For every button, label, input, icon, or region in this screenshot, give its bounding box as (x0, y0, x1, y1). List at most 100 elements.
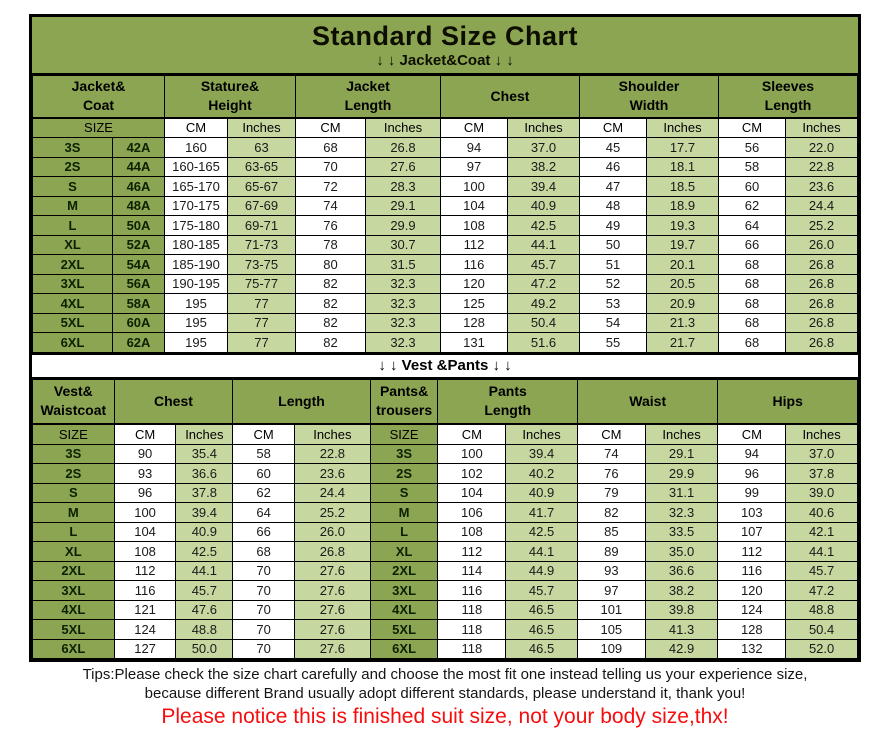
value-cell: 82 (295, 293, 366, 314)
value-cell: 93 (576, 560, 646, 581)
value-cell: 77 (227, 332, 296, 353)
value-cell: 116 (717, 560, 787, 581)
value-cell: 28.3 (364, 176, 441, 197)
value-cell: 40.9 (175, 521, 234, 542)
value-cell: 85 (576, 521, 646, 542)
size-cell: 6XL (369, 638, 439, 659)
value-cell: 190-195 (164, 273, 228, 294)
table-row: 4XL 121 47.6 70 27.6 4XL 118 46.5 101 39.8 124 48.8 (32, 599, 858, 620)
size-cell: 3XL (32, 273, 113, 294)
table-row: 3XL 116 45.7 70 27.6 3XL 116 45.7 97 38.2 120 47.2 (32, 580, 858, 601)
value-cell: 112 (717, 541, 787, 562)
value-cell: 82 (576, 502, 646, 523)
value-cell: 118 (437, 619, 507, 640)
value-cell: 70 (232, 619, 295, 640)
value-cell: 51.6 (506, 332, 580, 353)
value-cell: 108 (439, 215, 508, 236)
table-row: M 48A 170-175 67-69 74 29.1 104 40.9 48 18.9 62 24.… (32, 195, 859, 216)
tips-line-1: Tips:Please check the size chart careful… (82, 666, 808, 683)
size-cell: S (369, 482, 439, 503)
unit-header-cell: SIZE (32, 117, 165, 138)
value-cell: 46.5 (505, 599, 578, 620)
value-cell: 118 (437, 638, 507, 659)
size-cell: 4XL (32, 293, 113, 314)
unit-header-cell: CM (576, 423, 646, 445)
size-cell: XL (32, 541, 115, 562)
column-group-header: Vest& Waistcoat (32, 378, 115, 425)
value-cell: 102 (437, 463, 507, 484)
size-cell: 4XL (369, 599, 439, 620)
value-cell: 76 (295, 215, 366, 236)
value-cell: 20.5 (645, 273, 719, 294)
size-cell: 50A (112, 215, 165, 236)
table-row: S 96 37.8 62 24.4 S 104 40.9 79 31.1 99 39.0 (32, 482, 858, 503)
unit-header-row: SIZE CM Inches CM Inches CM Inches CM Inches CM In… (32, 117, 859, 138)
value-cell: 42.5 (505, 521, 578, 542)
value-cell: 31.5 (364, 254, 441, 275)
unit-header-cell: SIZE (32, 423, 115, 445)
size-cell: M (369, 502, 439, 523)
table-row: M 100 39.4 64 25.2 M 106 41.7 82 32.3 103 40.6 (32, 502, 858, 523)
value-cell: 79 (576, 482, 646, 503)
column-group-header: Jacket& Coat (32, 75, 165, 119)
unit-header-cell: Inches (644, 423, 719, 445)
value-cell: 42.9 (644, 638, 719, 659)
table-row: 6XL 62A 195 77 82 32.3 131 51.6 55 21.7 68 26.8 (32, 332, 859, 353)
value-cell: 21.3 (645, 312, 719, 333)
value-cell: 116 (439, 254, 508, 275)
value-cell: 64 (232, 502, 295, 523)
table-row: 2XL 54A 185-190 73-75 80 31.5 116 45.7 51 20.1 68 2… (32, 254, 859, 275)
value-cell: 58 (717, 156, 786, 177)
value-cell: 70 (295, 156, 366, 177)
size-cell: 6XL (32, 332, 113, 353)
size-cell: 52A (112, 234, 165, 255)
value-cell: 20.9 (645, 293, 719, 314)
value-cell: 48 (578, 195, 647, 216)
value-cell: 37.8 (785, 463, 858, 484)
value-cell: 39.4 (505, 443, 578, 464)
size-cell: 60A (112, 312, 165, 333)
value-cell: 44.9 (505, 560, 578, 581)
value-cell: 195 (164, 293, 228, 314)
value-cell: 68 (717, 254, 786, 275)
value-cell: 106 (437, 502, 507, 523)
size-cell: 48A (112, 195, 165, 216)
value-cell: 49 (578, 215, 647, 236)
value-cell: 160 (164, 137, 228, 158)
value-cell: 68 (717, 332, 786, 353)
value-cell: 103 (717, 502, 787, 523)
value-cell: 47.2 (506, 273, 580, 294)
value-cell: 68 (717, 273, 786, 294)
size-cell: 2XL (32, 254, 113, 275)
table-row: S 46A 165-170 65-67 72 28.3 100 39.4 47 18.5 60 23.… (32, 176, 859, 197)
unit-header-cell: CM (164, 117, 228, 138)
value-cell: 76 (576, 463, 646, 484)
unit-header-cell: CM (437, 423, 507, 445)
value-cell: 27.6 (364, 156, 441, 177)
value-cell: 45.7 (175, 580, 234, 601)
table-row: 3XL 56A 190-195 75-77 82 32.3 120 47.2 52 20.5 68 2… (32, 273, 859, 294)
value-cell: 50.4 (506, 312, 580, 333)
size-cell: 54A (112, 254, 165, 275)
value-cell: 54 (578, 312, 647, 333)
finished-size-notice: Please notice this is finished suit size… (161, 705, 729, 728)
table-row: L 104 40.9 66 26.0 L 108 42.5 85 33.5 107 42.1 (32, 521, 858, 542)
value-cell: 32.3 (364, 332, 441, 353)
value-cell: 17.7 (645, 137, 719, 158)
unit-header-cell: Inches (364, 117, 441, 138)
value-cell: 25.2 (784, 215, 859, 236)
value-cell: 52.0 (785, 638, 858, 659)
value-cell: 109 (576, 638, 646, 659)
value-cell: 22.0 (784, 137, 859, 158)
value-cell: 66 (232, 521, 295, 542)
value-cell: 69-71 (227, 215, 296, 236)
value-cell: 77 (227, 293, 296, 314)
value-cell: 127 (113, 638, 177, 659)
value-cell: 165-170 (164, 176, 228, 197)
size-cell: 44A (112, 156, 165, 177)
value-cell: 44.1 (175, 560, 234, 581)
table-row: 6XL 127 50.0 70 27.6 6XL 118 46.5 109 42.9 132 52.0 (32, 638, 858, 659)
value-cell: 36.6 (175, 463, 234, 484)
value-cell: 37.8 (175, 482, 234, 503)
value-cell: 24.4 (784, 195, 859, 216)
